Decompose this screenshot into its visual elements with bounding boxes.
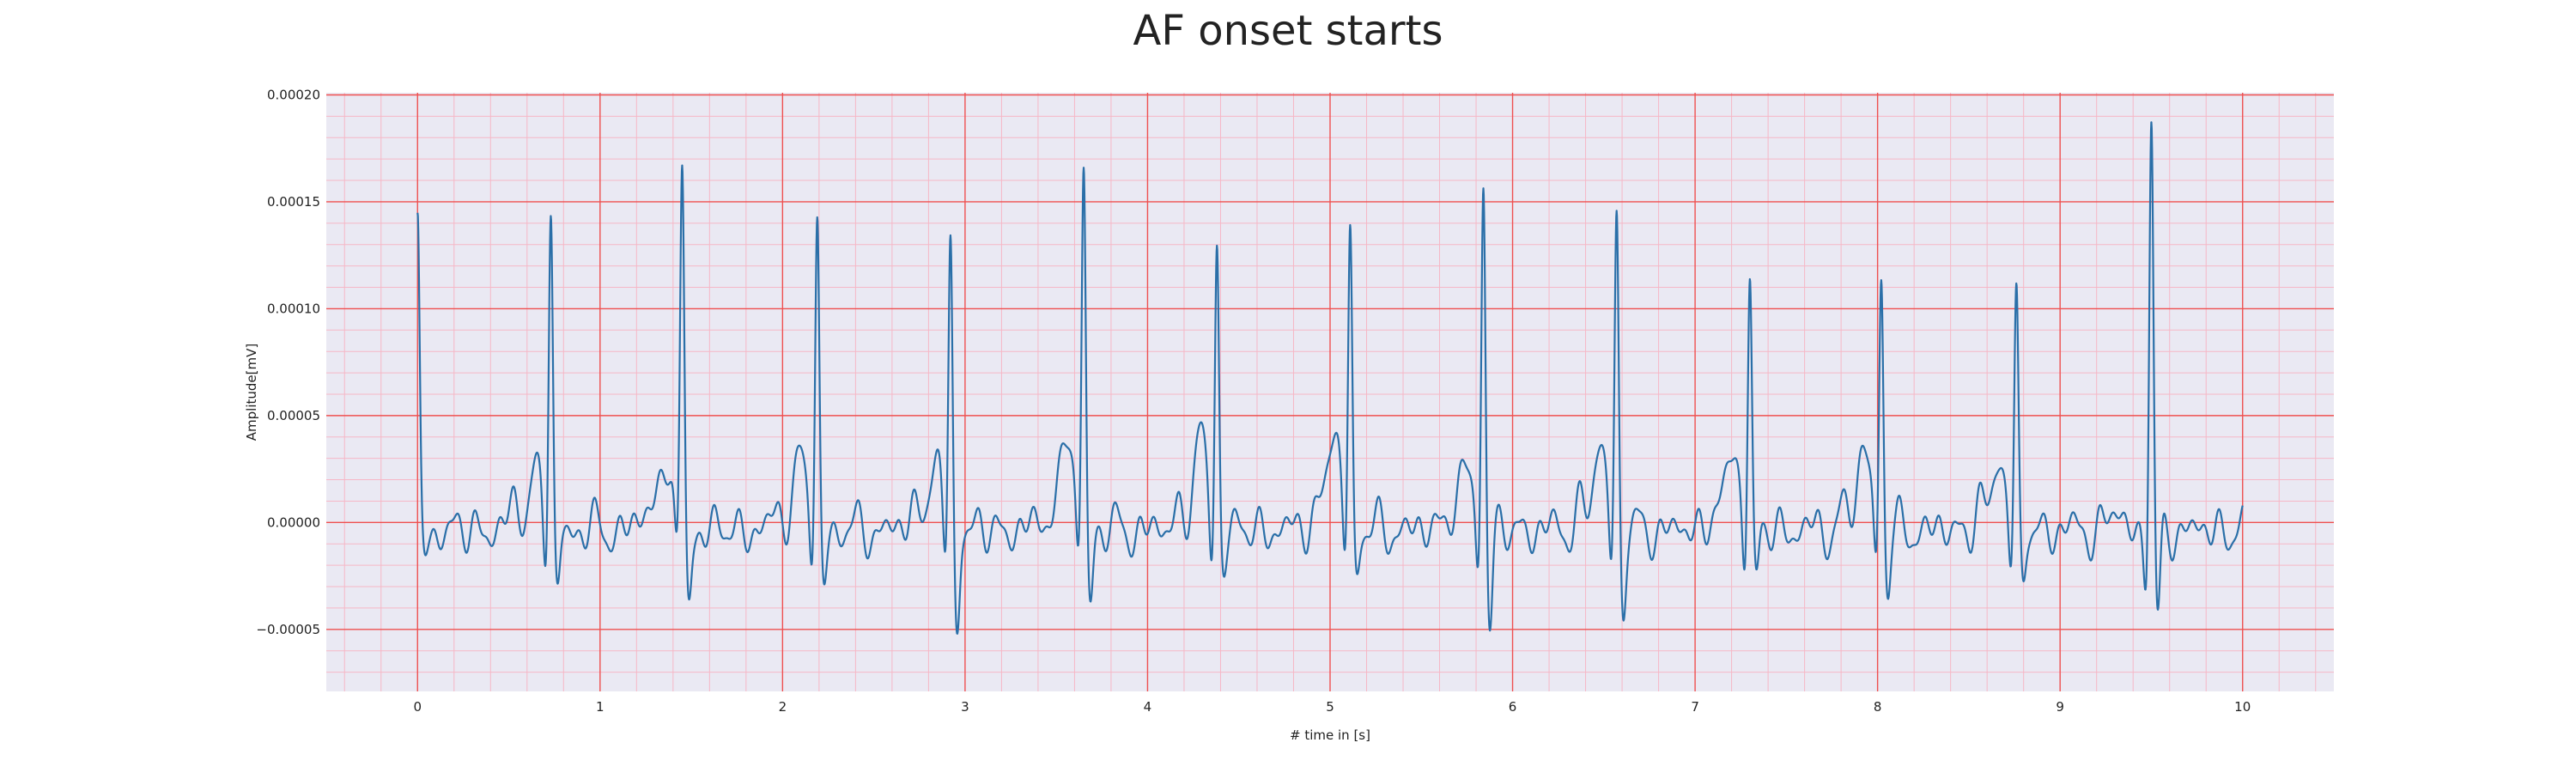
- y-tick-label: 0.00020: [267, 87, 320, 102]
- y-tick-labels: −0.00005 0.00000 0.00005 0.00010 0.00015 0.00…: [256, 87, 320, 636]
- x-tick-label: 8: [1874, 699, 1882, 715]
- x-tick-label: 10: [2234, 699, 2251, 715]
- x-tick-label: 3: [961, 699, 969, 715]
- y-axis-label: Amplitude[mV]: [244, 344, 259, 441]
- x-tick-label: 9: [2056, 699, 2064, 715]
- x-axis-label: # time in [s]: [1290, 727, 1370, 743]
- major-grid: [326, 93, 2334, 691]
- x-tick-label: 4: [1144, 699, 1152, 715]
- x-tick-labels: 0 1 2 3 4 5 6 7 8 9 10: [413, 699, 2251, 715]
- y-tick-label: 0.00005: [267, 408, 320, 423]
- x-tick-label: 2: [779, 699, 787, 715]
- chart-title: AF onset starts: [1133, 7, 1443, 55]
- ecg-signal-line: [416, 121, 2244, 635]
- y-tick-label: −0.00005: [256, 622, 320, 637]
- y-tick-label: 0.00000: [267, 514, 320, 530]
- x-tick-label: 7: [1691, 699, 1699, 715]
- x-tick-label: 6: [1509, 699, 1517, 715]
- x-tick-label: 0: [413, 699, 422, 715]
- x-tick-label: 5: [1326, 699, 1334, 715]
- y-tick-label: 0.00010: [267, 301, 320, 316]
- y-tick-label: 0.00015: [267, 194, 320, 210]
- x-tick-label: 1: [596, 699, 605, 715]
